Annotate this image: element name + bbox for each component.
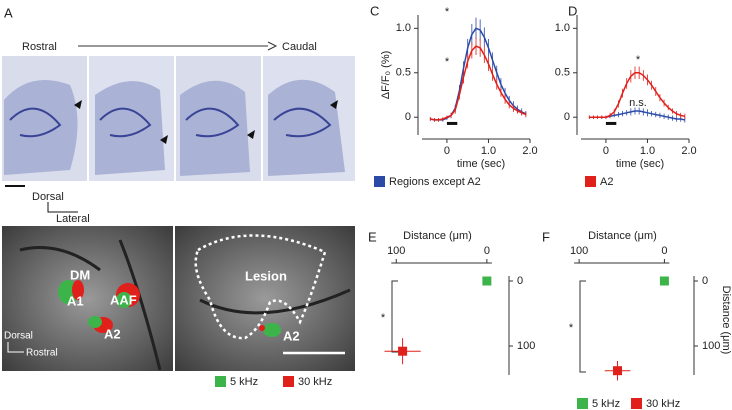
annotation: * [569,322,574,334]
panel-label: F [542,229,550,244]
y-axis-label: Distance (μm) [720,286,732,355]
legend-label: 5 kHz [230,376,258,388]
x-tick-label: 0 [484,245,490,257]
x-tick-label: 1.0 [640,145,655,157]
x-tick-label: 0 [661,245,667,257]
lateral-label: Lateral [56,213,90,225]
arrow-head [267,41,278,51]
region-label: A1 [67,293,84,308]
region-label: DM [70,267,90,282]
series-line [430,27,527,121]
legend-label: 30 kHz [646,398,680,410]
rostral-label: Rostral [26,348,58,359]
series-line [589,110,685,121]
axis-cross [47,202,78,213]
x-tick-label: 100 [570,245,588,257]
y-tick-label: 1.0 [396,22,411,34]
annotation: * [445,6,450,18]
y-tick-label: 100 [517,340,535,352]
caudal-label: Caudal [282,41,317,53]
x-tick-label: 2.0 [681,145,696,157]
legend-swatch [374,176,385,187]
brain-slices [2,56,355,181]
annotation: * [636,54,641,66]
y-tick-label: 0 [564,111,570,123]
panel-label: E [368,229,377,244]
dorsal-label: Dorsal [4,331,33,342]
region-label: AAF [110,292,137,307]
annotation: * [381,312,386,324]
legend-swatch [215,376,226,387]
region-label: A2 [104,326,121,341]
legend-label: Regions except A2 [389,176,481,188]
y-tick-label: 100 [702,340,720,352]
significance-bracket [391,280,398,353]
y-tick-label: 0 [405,111,411,123]
annotation: * [445,56,450,68]
region-label: A2 [283,328,300,343]
panel-label: D [568,3,577,18]
legend-label: 5 kHz [592,398,620,410]
legend-label: 30 kHz [298,376,332,388]
x-axis-label: Distance (μm) [403,230,472,242]
panel-label: A [4,5,13,20]
x-tick-label: 100 [387,245,405,257]
y-axis-label: ΔF/F₀ (%) [380,51,392,100]
x-tick-label: 0 [444,145,450,157]
point [659,276,669,286]
series-line [430,45,527,121]
panel-label: C [370,3,379,18]
x-tick-label: 2.0 [522,145,537,157]
lesion-label: Lesion [245,268,287,283]
x-tick-label: 0 [603,145,609,157]
annotation: n.s. [629,97,647,109]
x-tick-label: 1.0 [481,145,496,157]
x-axis-label: time (sec) [616,158,664,170]
legend-swatch [577,398,588,409]
significance-bracket [579,280,586,373]
x-axis-label: Distance (μm) [588,230,657,242]
legend-swatch [585,176,596,187]
legend-swatch [283,376,294,387]
point [482,276,492,286]
cortex-images [2,226,355,371]
x-axis-label: time (sec) [457,158,505,170]
point [398,346,408,356]
y-tick-label: 0.5 [396,67,411,79]
y-tick-label: 0 [517,275,523,287]
legend-swatch [631,398,642,409]
rostral-label: Rostral [22,41,57,53]
y-tick-label: 0.5 [555,67,570,79]
y-tick-label: 0 [702,275,708,287]
point [613,366,622,376]
legend-label: A2 [600,176,613,188]
dorsal-label: Dorsal [32,191,64,203]
y-tick-label: 1.0 [555,22,570,34]
series-line [589,72,685,118]
